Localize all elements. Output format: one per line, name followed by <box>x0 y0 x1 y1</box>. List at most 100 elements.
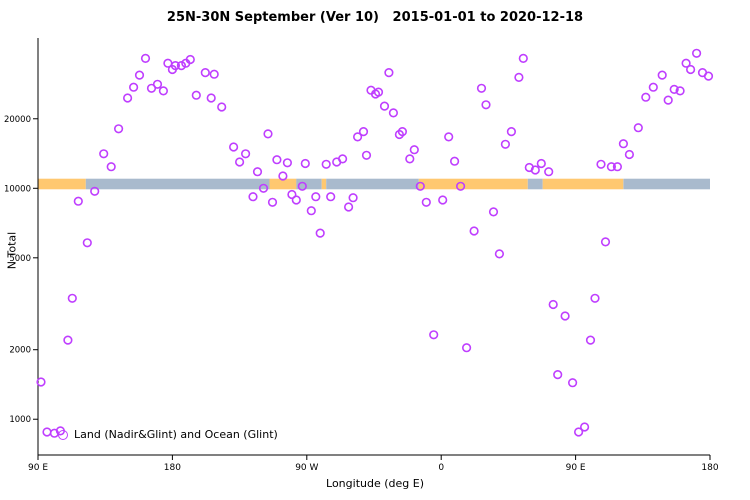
chart-title: 25N-30N September (Ver 10) 2015-01-01 to… <box>166 10 584 25</box>
data-point <box>641 92 651 102</box>
data-point <box>456 181 466 191</box>
data-point <box>90 186 100 196</box>
data-point <box>353 132 363 142</box>
surface-band-segment-ocean <box>85 178 270 190</box>
data-point <box>450 156 460 166</box>
data-point <box>134 70 145 80</box>
data-point <box>206 93 216 103</box>
data-point <box>248 192 258 202</box>
surface-band-segment-ocean <box>527 178 543 190</box>
data-point <box>429 330 439 340</box>
data-point <box>348 193 358 203</box>
legend-label: Land (Nadir&Glint) and Ocean (Glint) <box>74 428 278 441</box>
data-point <box>170 60 180 71</box>
data-point <box>99 149 109 159</box>
data-point <box>536 158 546 169</box>
x-tick-label: 90 W <box>295 463 318 473</box>
data-point <box>300 158 310 169</box>
data-point <box>241 149 251 159</box>
data-point <box>612 162 623 172</box>
y-tick-label: 2000 <box>9 346 31 356</box>
data-point <box>405 154 415 164</box>
y-tick-label: 20000 <box>4 115 31 125</box>
y-tick-label: 10000 <box>4 184 31 194</box>
data-point <box>703 71 714 81</box>
data-point <box>217 102 227 112</box>
x-axis-title: Longitude (deg E) <box>326 477 424 490</box>
data-point <box>530 165 540 175</box>
data-point <box>669 84 679 94</box>
data-point <box>152 79 163 89</box>
data-point <box>548 299 558 310</box>
data-point <box>358 127 369 137</box>
surface-band-segment-ocean <box>326 178 419 190</box>
data-point <box>648 82 658 92</box>
data-point <box>476 83 487 93</box>
data-point <box>544 167 554 177</box>
data-point <box>409 145 419 155</box>
data-point <box>388 108 399 118</box>
data-point <box>657 70 667 80</box>
data-point <box>361 150 372 160</box>
data-point <box>488 207 499 217</box>
data-point <box>176 60 186 71</box>
surface-band-segment-land <box>321 178 327 190</box>
data-point <box>494 249 505 259</box>
data-point <box>278 171 288 181</box>
data-point <box>663 95 673 105</box>
data-point <box>113 124 124 134</box>
surface-band-segment-land <box>38 178 86 190</box>
data-point <box>590 293 600 303</box>
x-tick-label: 90 E <box>566 463 586 473</box>
surface-band-segment-ocean <box>296 178 322 190</box>
surface-band-segment-land <box>418 178 528 190</box>
data-point <box>596 159 606 169</box>
data-point <box>500 139 511 149</box>
data-point <box>311 192 321 202</box>
x-tick-label: 180 <box>701 463 718 473</box>
data-point <box>344 202 354 212</box>
y-tick-label: 5000 <box>9 254 31 264</box>
data-point <box>506 127 517 137</box>
data-point <box>560 311 570 321</box>
data-point <box>282 158 293 168</box>
surface-band-segment-land <box>542 178 624 190</box>
data-point <box>514 72 524 82</box>
data-point <box>235 157 245 167</box>
data-point <box>567 378 578 388</box>
data-point <box>579 422 590 432</box>
data-point <box>326 192 336 202</box>
x-tick-label: 90 E <box>28 463 48 473</box>
data-point <box>67 293 77 303</box>
surface-band-segment-land <box>269 178 297 190</box>
legend-point-icon <box>58 429 68 440</box>
data-point <box>600 237 611 247</box>
data-point <box>291 195 301 205</box>
data-point <box>691 48 702 58</box>
data-point <box>379 101 390 111</box>
x-tick-label: 0 <box>438 463 444 473</box>
x-tick-label: 180 <box>164 463 181 473</box>
data-point <box>373 87 384 97</box>
data-point <box>82 238 92 248</box>
data-point <box>200 67 210 78</box>
data-point <box>158 86 168 96</box>
data-point <box>685 64 696 75</box>
data-point <box>415 181 425 191</box>
data-point <box>306 206 316 216</box>
data-point <box>462 343 472 353</box>
data-point <box>321 159 331 169</box>
data-point <box>421 197 431 207</box>
data-point <box>267 197 278 207</box>
data-point <box>553 370 563 380</box>
data-point <box>191 90 201 100</box>
data-point <box>140 53 151 64</box>
data-point <box>287 189 297 200</box>
y-tick-label: 1000 <box>9 415 31 425</box>
data-point <box>229 142 239 152</box>
legend: Land (Nadir&Glint) and Ocean (Glint) <box>58 428 278 441</box>
data-point <box>384 67 394 78</box>
data-point <box>73 196 83 206</box>
data-point <box>518 53 528 64</box>
